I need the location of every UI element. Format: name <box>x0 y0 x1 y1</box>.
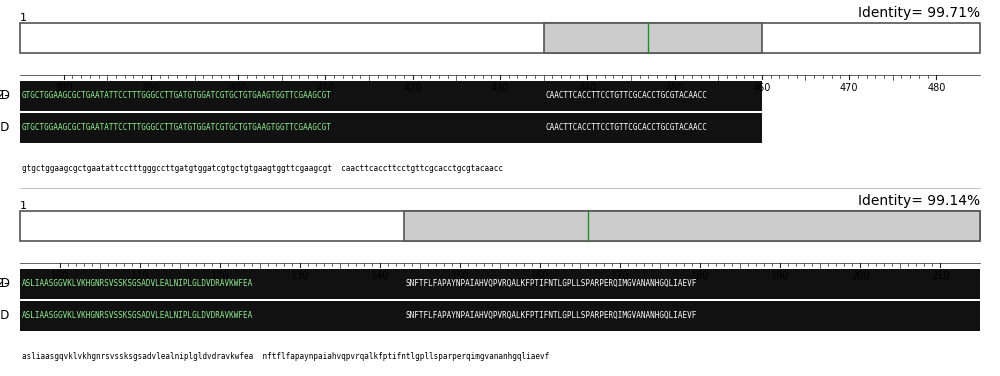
FancyBboxPatch shape <box>20 23 980 53</box>
Text: ASLIAASGGVKLVKHGNRSVSSKSGSADVLEALNIPLGLDVDRAVKWFEA: ASLIAASGGVKLVKHGNRSVSSKSGSADVLEALNIPLGLD… <box>22 279 253 288</box>
Text: 180: 180 <box>691 271 709 281</box>
Text: ATCC13032-​trpD: ATCC13032-​trpD <box>0 89 10 102</box>
Text: 420: 420 <box>403 83 422 93</box>
Text: 1: 1 <box>20 201 27 211</box>
Text: 130: 130 <box>291 271 309 281</box>
Text: GTGCTGGAAGCGCTGAATATTCCTTTGGGCCTTGATGTGGATCGTGCTGTGAAGTGGTTCGAAGCGT: GTGCTGGAAGCGCTGAATATTCCTTTGGGCCTTGATGTGG… <box>22 123 332 132</box>
Text: ATCC13032-: ATCC13032- <box>0 89 10 102</box>
Bar <box>544 81 762 111</box>
Text: 480: 480 <box>927 83 946 93</box>
Text: Identity= 99.71%: Identity= 99.71% <box>858 6 980 20</box>
FancyBboxPatch shape <box>404 211 980 241</box>
Text: 390: 390 <box>142 83 160 93</box>
Text: asliaasgqvklvkhgnrsvssksgsadvlealniplgldvdravkwfea  nftflfapaynpaiahvqpvrqalkfpt: asliaasgqvklvkhgnrsvssksgsadvlealniplgld… <box>22 352 549 361</box>
Bar <box>544 113 762 143</box>
Text: SNFTFLFAPAYNPAIAHVQPVRQALKFPTIFNTLGPLLSPARPERQIMGVANANHGQLIAEVF: SNFTFLFAPAYNPAIAHVQPVRQALKFPTIFNTLGPLLSP… <box>406 311 697 320</box>
Text: 170: 170 <box>611 271 629 281</box>
Text: 400: 400 <box>229 83 247 93</box>
Bar <box>20 113 544 143</box>
FancyBboxPatch shape <box>20 211 980 241</box>
Text: 450: 450 <box>665 83 684 93</box>
Bar <box>404 269 980 299</box>
Text: 140: 140 <box>371 271 389 281</box>
Text: 430: 430 <box>491 83 509 93</box>
Text: CAACTTCACCTTCCTGTTCGCACCTGCGTACAACC: CAACTTCACCTTCCTGTTCGCACCTGCGTACAACC <box>546 91 708 100</box>
Text: ATCC13032-: ATCC13032- <box>0 277 10 290</box>
Text: 190: 190 <box>771 271 789 281</box>
Text: 460: 460 <box>753 83 771 93</box>
Text: 210: 210 <box>931 271 949 281</box>
Bar <box>404 301 980 331</box>
Bar <box>20 81 544 111</box>
Text: Identity= 99.14%: Identity= 99.14% <box>858 194 980 208</box>
Text: SNFTFLFAPAYNPAIAHVQPVRQALKFPTIFNTLGPLLSPARPERQIMGVANANHGQLIAEVF: SNFTFLFAPAYNPAIAHVQPVRQALKFPTIFNTLGPLLSP… <box>406 279 697 288</box>
Text: 160: 160 <box>531 271 549 281</box>
Text: 380: 380 <box>54 83 73 93</box>
FancyBboxPatch shape <box>544 23 762 53</box>
Text: 定点突变trpD: 定点突变trpD <box>0 309 10 322</box>
Text: 440: 440 <box>578 83 596 93</box>
Text: 410: 410 <box>316 83 335 93</box>
Text: 120: 120 <box>211 271 229 281</box>
Text: 200: 200 <box>851 271 869 281</box>
Text: 1: 1 <box>20 13 27 23</box>
Text: 定点突变trpD: 定点突变trpD <box>0 121 10 134</box>
Text: 150: 150 <box>451 271 469 281</box>
Text: 100: 100 <box>51 271 69 281</box>
Text: GTGCTGGAAGCGCTGAATATTCCTTTGGGCCTTGATGTGGATCGTGCTGTGAAGTGGTTCGAAGCGT: GTGCTGGAAGCGCTGAATATTCCTTTGGGCCTTGATGTGG… <box>22 91 332 100</box>
Bar <box>20 301 404 331</box>
Text: gtgctggaagcgctgaatattcctttgggccttgatgtggatcgtgctgtgaagtggttcgaagcgt  caacttcacct: gtgctggaagcgctgaatattcctttgggccttgatgtgg… <box>22 164 503 173</box>
Text: ASLIAASGGVKLVKHGNRSVSSKSGSADVLEALNIPLGLDVDRAVKWFEA: ASLIAASGGVKLVKHGNRSVSSKSGSADVLEALNIPLGLD… <box>22 311 253 320</box>
Text: CAACTTCACCTTCCTGTTCGCACCTGCGTACAACC: CAACTTCACCTTCCTGTTCGCACCTGCGTACAACC <box>546 123 708 132</box>
Text: 110: 110 <box>131 271 149 281</box>
Text: 470: 470 <box>840 83 858 93</box>
Text: ATCC13032-​trpD: ATCC13032-​trpD <box>0 277 10 290</box>
Bar <box>20 269 404 299</box>
